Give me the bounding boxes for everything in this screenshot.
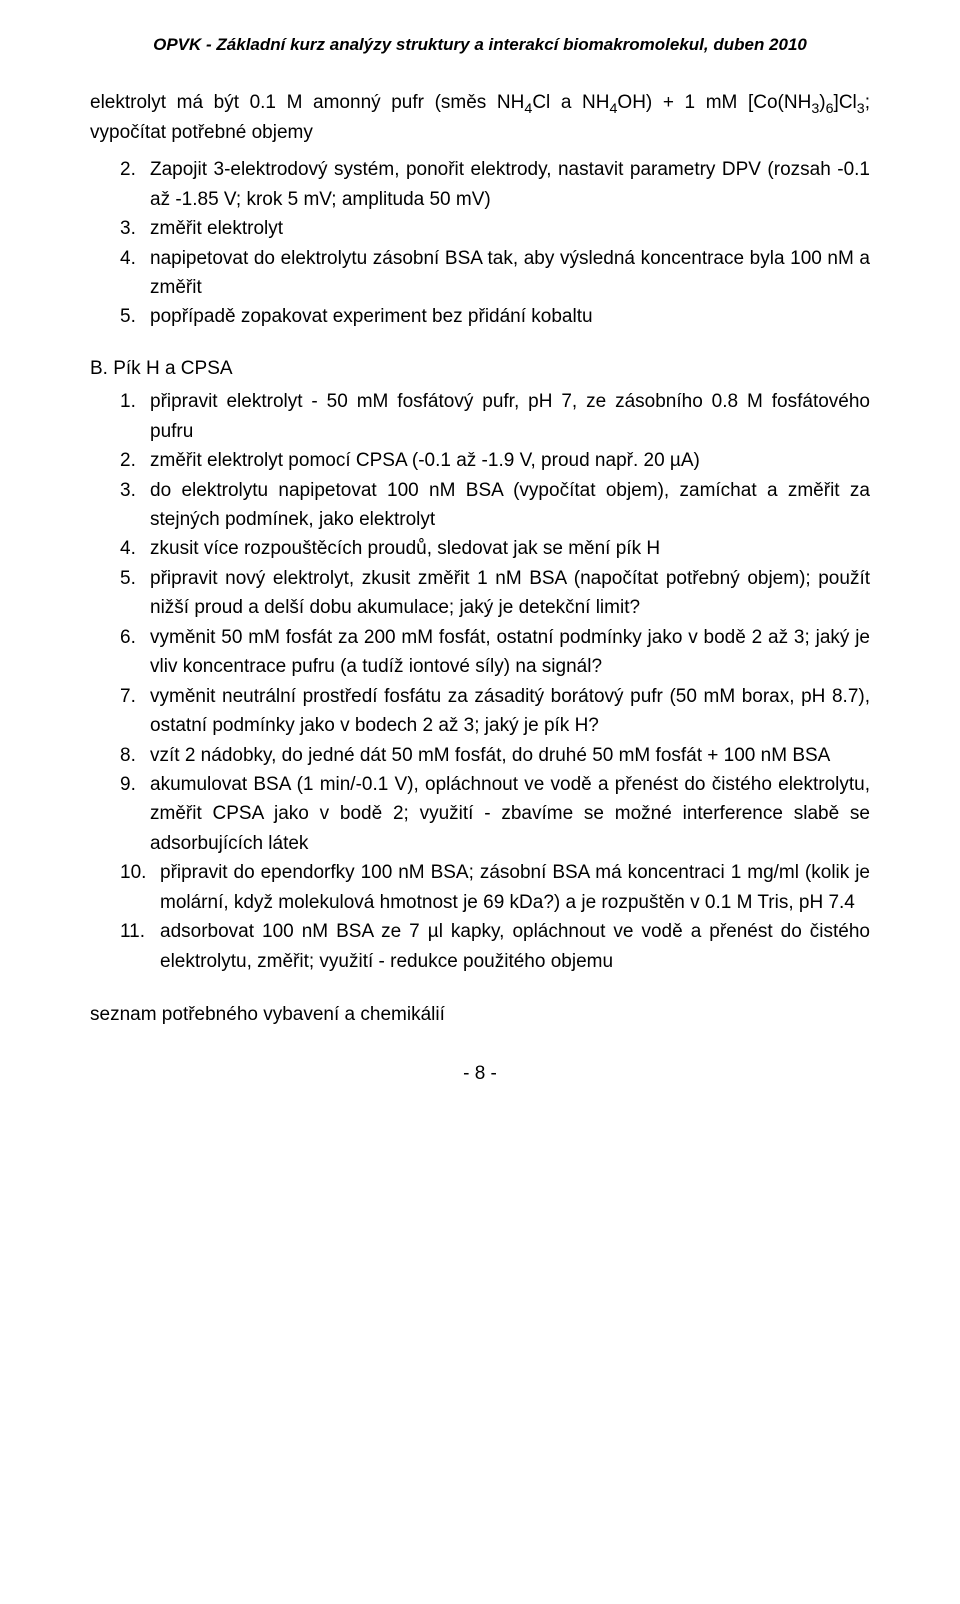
intro-paragraph: elektrolyt má být 0.1 M amonný pufr (smě… (90, 88, 870, 147)
footer-line: seznam potřebného vybavení a chemikálií (90, 1000, 870, 1029)
item-text: Zapojit 3-elektrodový systém, ponořit el… (150, 159, 870, 209)
item-number: 7. (120, 682, 150, 711)
item-text: akumulovat BSA (1 min/-0.1 V), opláchnou… (150, 774, 870, 854)
list-item: 2.Zapojit 3-elektrodový systém, ponořit … (90, 155, 870, 214)
item-text: zkusit více rozpouštěcích proudů, sledov… (150, 538, 660, 559)
item-text: popřípadě zopakovat experiment bez přidá… (150, 306, 593, 327)
item-number: 3. (120, 476, 150, 505)
item-number: 11. (120, 917, 160, 946)
item-text: změřit elektrolyt pomocí CPSA (-0.1 až -… (150, 450, 700, 471)
item-text: do elektrolytu napipetovat 100 nM BSA (v… (150, 480, 870, 530)
item-number: 5. (120, 302, 150, 331)
item-text: vyměnit 50 mM fosfát za 200 mM fosfát, o… (150, 627, 870, 677)
list-item: 8.vzít 2 nádobky, do jedné dát 50 mM fos… (90, 741, 870, 770)
item-number: 9. (120, 770, 150, 799)
item-text: napipetovat do elektrolytu zásobní BSA t… (150, 248, 870, 298)
item-number: 8. (120, 741, 150, 770)
item-number: 5. (120, 564, 150, 593)
list-item: 7.vyměnit neutrální prostředí fosfátu za… (90, 682, 870, 741)
item-number: 2. (120, 446, 150, 475)
page-number: - 8 - (90, 1059, 870, 1088)
list-item: 3.do elektrolytu napipetovat 100 nM BSA … (90, 476, 870, 535)
item-text: připravit nový elektrolyt, zkusit změřit… (150, 568, 870, 618)
list-item: 5.připravit nový elektrolyt, zkusit změř… (90, 564, 870, 623)
list-item: 10.připravit do ependorfky 100 nM BSA; z… (90, 858, 870, 917)
list-item: 11.adsorbovat 100 nM BSA ze 7 µl kapky, … (90, 917, 870, 976)
item-number: 4. (120, 534, 150, 563)
item-text: adsorbovat 100 nM BSA ze 7 µl kapky, opl… (160, 921, 870, 971)
item-text: vyměnit neutrální prostředí fosfátu za z… (150, 686, 870, 736)
item-number: 4. (120, 244, 150, 273)
list-item: 4.zkusit více rozpouštěcích proudů, sled… (90, 534, 870, 563)
list-item: 2.změřit elektrolyt pomocí CPSA (-0.1 až… (90, 446, 870, 475)
list-item: 5.popřípadě zopakovat experiment bez při… (90, 302, 870, 331)
list-item: 9.akumulovat BSA (1 min/-0.1 V), opláchn… (90, 770, 870, 858)
list-item: 6.vyměnit 50 mM fosfát za 200 mM fosfát,… (90, 623, 870, 682)
page-header: OPVK - Základní kurz analýzy struktury a… (90, 32, 870, 58)
item-text: připravit elektrolyt - 50 mM fosfátový p… (150, 391, 870, 441)
item-number: 10. (120, 858, 160, 887)
item-number: 1. (120, 387, 150, 416)
item-number: 2. (120, 155, 150, 184)
list-item: 1.připravit elektrolyt - 50 mM fosfátový… (90, 387, 870, 446)
item-text: vzít 2 nádobky, do jedné dát 50 mM fosfá… (150, 745, 830, 766)
list-item: 4.napipetovat do elektrolytu zásobní BSA… (90, 244, 870, 303)
item-text: změřit elektrolyt (150, 218, 283, 239)
list-item: 3.změřit elektrolyt (90, 214, 870, 243)
item-number: 6. (120, 623, 150, 652)
section-b-title: B. Pík H a CPSA (90, 354, 870, 383)
item-number: 3. (120, 214, 150, 243)
item-text: připravit do ependorfky 100 nM BSA; záso… (160, 862, 870, 912)
